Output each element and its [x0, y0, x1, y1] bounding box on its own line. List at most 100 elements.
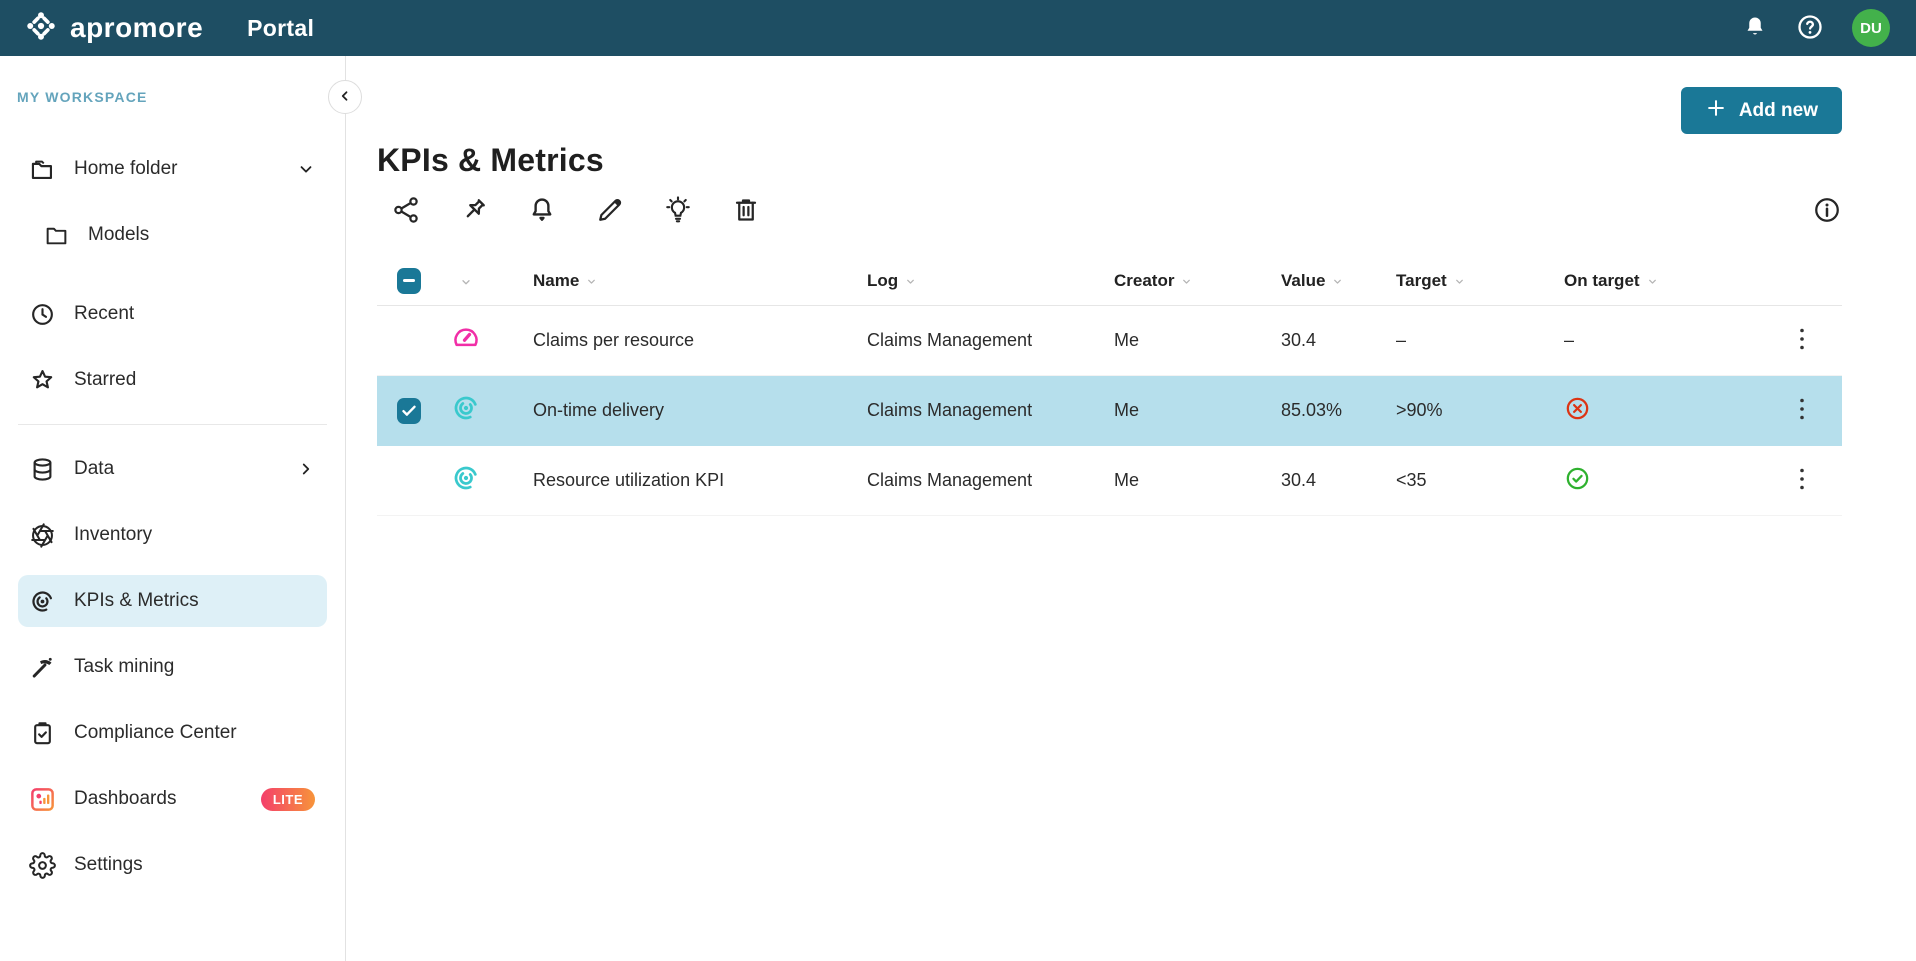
row-menu-button[interactable] [1793, 321, 1811, 360]
off-target-status-icon [1564, 395, 1591, 427]
header-log[interactable]: Log [837, 271, 1087, 291]
chevron-right-icon[interactable] [297, 460, 315, 478]
share-button[interactable] [391, 195, 421, 228]
sidebar-nav: Home folder Models [0, 143, 345, 913]
sidebar-item-models[interactable]: Models [18, 209, 327, 261]
sidebar-item-label: KPIs & Metrics [74, 590, 199, 611]
cell-name: Claims per resource [533, 330, 695, 350]
row-menu-button[interactable] [1793, 391, 1811, 430]
clipboard-check-icon [28, 720, 56, 747]
header-value[interactable]: Value [1255, 271, 1371, 291]
select-menu-chevron-icon[interactable] [460, 276, 472, 288]
table-row-claims-per-resource[interactable]: Claims per resource Claims Management Me… [377, 306, 1842, 376]
table-row-on-time-delivery[interactable]: On-time delivery Claims Management Me 85… [377, 376, 1842, 446]
sidebar: MY WORKSPACE Home folder [0, 56, 362, 961]
header-creator[interactable]: Creator [1087, 271, 1255, 291]
sidebar-item-label: Settings [74, 854, 143, 875]
sidebar-item-label: Inventory [74, 524, 153, 545]
apromore-logo-icon [24, 9, 58, 48]
sort-chevron-icon [905, 276, 916, 287]
info-button[interactable] [1812, 195, 1842, 228]
sidebar-divider [18, 424, 327, 425]
help-button[interactable] [1796, 13, 1824, 44]
edit-button[interactable] [595, 195, 625, 228]
kebab-icon [1799, 397, 1805, 424]
cell-name: Resource utilization KPI [533, 470, 725, 490]
lite-badge: LITE [260, 787, 315, 811]
row-menu-button[interactable] [1793, 461, 1811, 500]
sidebar-item-label: Task mining [74, 656, 175, 677]
sidebar-item-recent[interactable]: Recent [18, 288, 327, 340]
cell-target: <35 [1396, 470, 1427, 490]
header-target[interactable]: Target [1371, 271, 1541, 291]
sidebar-item-label: Starred [74, 369, 137, 390]
delete-button[interactable] [731, 195, 761, 228]
sidebar-item-starred[interactable]: Starred [18, 354, 327, 406]
kpi-target-icon [451, 463, 481, 498]
alert-bell-button[interactable] [527, 195, 557, 228]
bell-icon [1742, 14, 1768, 43]
header-name[interactable]: Name [499, 271, 837, 291]
sort-chevron-icon [1332, 276, 1343, 287]
sidebar-item-compliance-center[interactable]: Compliance Center [18, 707, 327, 759]
sort-chevron-icon [1454, 276, 1465, 287]
sidebar-item-kpis-metrics[interactable]: KPIs & Metrics [18, 575, 327, 627]
sidebar-collapse-button[interactable] [328, 80, 362, 114]
sidebar-item-task-mining[interactable]: Task mining [18, 641, 327, 693]
metric-gauge-icon [451, 323, 481, 358]
help-icon [1796, 13, 1824, 44]
kpi-gauge-icon [28, 588, 56, 615]
insights-button[interactable] [663, 195, 693, 228]
sidebar-item-dashboards[interactable]: Dashboards LITE [18, 773, 327, 825]
folder-open-icon [28, 156, 56, 183]
sidebar-item-inventory[interactable]: Inventory [18, 509, 327, 561]
sort-chevron-icon [1181, 276, 1192, 287]
table-header-row: Name Log Creator Value Target [377, 256, 1842, 306]
sidebar-item-data[interactable]: Data [18, 443, 327, 495]
cell-log: Claims Management [867, 470, 1033, 490]
kpi-target-icon [451, 393, 481, 428]
cell-log: Claims Management [867, 330, 1033, 350]
pin-button[interactable] [459, 195, 489, 228]
select-all-checkbox[interactable] [397, 267, 421, 294]
share-icon [391, 195, 421, 228]
header-on-target[interactable]: On target [1541, 271, 1761, 291]
row-checkbox-checked[interactable] [397, 397, 421, 424]
sort-chevron-icon [586, 276, 597, 287]
kebab-icon [1799, 467, 1805, 494]
apromore-logo[interactable]: apromore [24, 9, 203, 48]
trash-icon [731, 195, 761, 228]
cell-on-target: – [1564, 330, 1575, 350]
cell-target: – [1396, 330, 1407, 350]
sidebar-item-label: Home folder [74, 158, 178, 179]
plus-icon [1705, 97, 1727, 125]
database-icon [28, 456, 56, 483]
aperture-icon [28, 522, 56, 549]
notifications-button[interactable] [1742, 14, 1768, 43]
cell-value: 85.03% [1281, 400, 1343, 420]
sidebar-item-home-folder[interactable]: Home folder [18, 143, 327, 195]
table-row-resource-utilization-kpi[interactable]: Resource utilization KPI Claims Manageme… [377, 446, 1842, 516]
kebab-icon [1799, 327, 1805, 354]
pencil-icon [595, 195, 625, 228]
sidebar-item-label: Data [74, 458, 115, 479]
toolbar [377, 195, 1842, 228]
user-avatar[interactable]: DU [1852, 9, 1890, 47]
kpi-table: Name Log Creator Value Target [377, 256, 1842, 516]
add-new-button[interactable]: Add new [1680, 87, 1842, 134]
star-icon [28, 367, 56, 394]
app-title: Portal [247, 14, 315, 41]
cell-value: 30.4 [1281, 470, 1317, 490]
chevron-down-icon[interactable] [297, 160, 315, 178]
cell-creator: Me [1114, 330, 1140, 350]
on-target-status-icon [1564, 465, 1591, 497]
cell-creator: Me [1114, 470, 1140, 490]
cell-name: On-time delivery [533, 400, 665, 420]
dashboard-icon [28, 786, 56, 813]
page-title: KPIs & Metrics [377, 142, 604, 178]
avatar-initials: DU [1860, 19, 1882, 37]
add-new-label: Add new [1738, 99, 1818, 121]
sidebar-item-settings[interactable]: Settings [18, 839, 327, 891]
sidebar-item-label: Recent [74, 303, 135, 324]
sort-chevron-icon [1647, 276, 1658, 287]
